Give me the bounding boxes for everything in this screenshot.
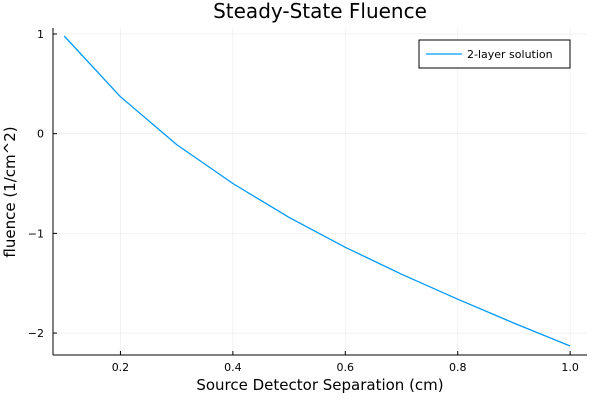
- y-ticks: −2 −1 0 1: [28, 28, 57, 340]
- x-tick-label-1: 0.4: [224, 361, 242, 374]
- chart-title: Steady-State Fluence: [213, 0, 427, 23]
- series-group: [63, 35, 571, 347]
- y-axis-title: fluence (1/cm^2): [1, 126, 19, 257]
- x-axis-title: Source Detector Separation (cm): [196, 376, 443, 394]
- y-tick-label-0: −2: [28, 327, 44, 340]
- legend: 2-layer solution: [418, 39, 571, 69]
- x-tick-label-4: 1.0: [561, 361, 579, 374]
- x-tick-label-3: 0.8: [449, 361, 467, 374]
- y-tick-label-3: 1: [37, 28, 44, 41]
- x-tick-label-0: 0.2: [112, 361, 130, 374]
- grid: [53, 28, 587, 355]
- legend-label: 2-layer solution: [467, 48, 553, 61]
- y-tick-label-1: −1: [28, 227, 44, 240]
- x-tick-label-2: 0.6: [337, 361, 355, 374]
- x-ticks: 0.2 0.4 0.6 0.8 1.0: [112, 351, 579, 374]
- series-line-0: [63, 35, 571, 347]
- y-tick-label-2: 0: [37, 128, 44, 141]
